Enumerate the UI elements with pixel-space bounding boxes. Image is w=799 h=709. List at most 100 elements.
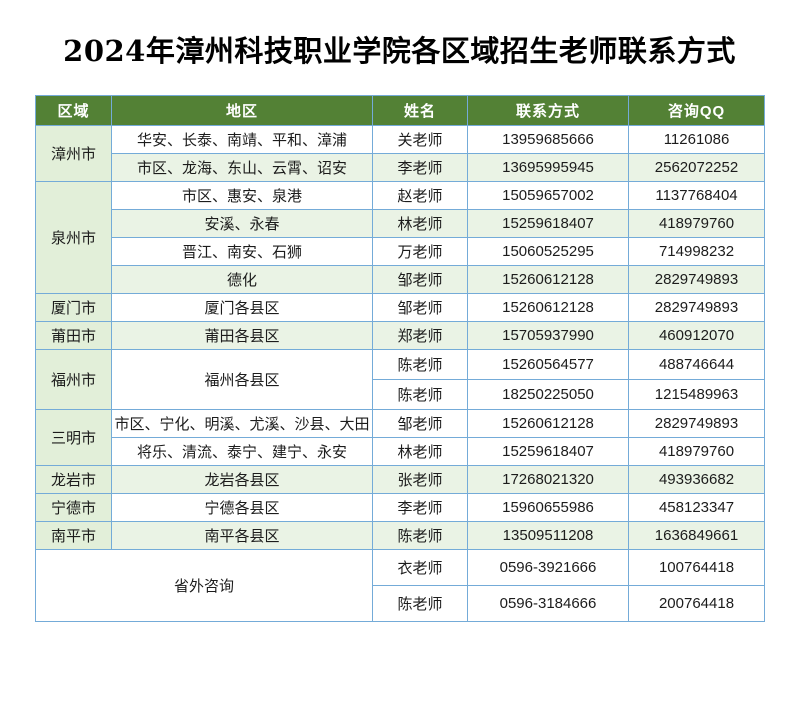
district-cell: 市区、龙海、东山、云霄、诏安 [111,153,373,183]
phone-cell: 15259618407 [467,437,629,467]
phone-cell: 15260612128 [467,265,629,295]
teacher-name-cell: 关老师 [372,125,468,155]
teacher-name-cell: 万老师 [372,237,468,267]
teacher-name-cell: 赵老师 [372,181,468,211]
table-row: 宁德市 宁德各县区 李老师 15960655986 458123347 [35,493,765,523]
district-cell: 将乐、清流、泰宁、建宁、永安 [111,437,373,467]
phone-cell: 13509511208 [467,521,629,551]
district-cell: 市区、宁化、明溪、尤溪、沙县、大田 [111,409,373,439]
district-cell: 龙岩各县区 [111,465,373,495]
teacher-name-cell: 邹老师 [372,293,468,323]
header-qq: 咨询QQ [628,95,765,127]
region-cell: 龙岩市 [35,465,112,495]
qq-cell: 1137768404 [628,181,765,211]
phone-cell: 15260612128 [467,409,629,439]
table-row: 莆田市 莆田各县区 郑老师 15705937990 460912070 [35,321,765,351]
region-cell: 宁德市 [35,493,112,523]
header-district: 地区 [111,95,373,127]
qq-cell: 460912070 [628,321,765,351]
region-cell: 漳州市 [35,125,112,183]
table-row: 陈老师 0596-3184666 200764418 [36,585,765,623]
header-contact: 联系方式 [467,95,629,127]
region-cell: 泉州市 [35,181,112,295]
table-row: 陈老师 18250225050 1215489963 [36,379,765,411]
district-cell: 华安、长泰、南靖、平和、漳浦 [111,125,373,155]
table-row: 安溪、永春 林老师 15259618407 418979760 [36,209,765,239]
qq-cell: 200764418 [628,585,765,623]
phone-cell: 15259618407 [467,209,629,239]
phone-cell: 15260612128 [467,293,629,323]
qq-cell: 1636849661 [628,521,765,551]
out-of-province-cell: 省外咨询 [35,549,373,623]
district-cell: 安溪、永春 [111,209,373,239]
qq-cell: 714998232 [628,237,765,267]
district-cell: 南平各县区 [111,521,373,551]
header-region: 区域 [35,95,112,127]
qq-cell: 2829749893 [628,293,765,323]
phone-cell: 15705937990 [467,321,629,351]
phone-cell: 13959685666 [467,125,629,155]
teacher-name-cell: 邹老师 [372,265,468,295]
teacher-name-cell: 林老师 [372,437,468,467]
phone-cell: 15260564577 [467,349,629,381]
teacher-name-cell: 陈老师 [372,379,468,411]
qq-cell: 1215489963 [628,379,765,411]
table-row: 晋江、南安、石狮 万老师 15060525295 714998232 [36,237,765,267]
teacher-name-cell: 李老师 [372,493,468,523]
table-row: 将乐、清流、泰宁、建宁、永安 林老师 15259618407 418979760 [36,437,765,467]
district-cell: 德化 [111,265,373,295]
region-cell: 南平市 [35,521,112,551]
district-cell: 晋江、南安、石狮 [111,237,373,267]
phone-cell: 15060525295 [467,237,629,267]
page-title: 2024年漳州科技职业学院各区域招生老师联系方式 [63,34,736,68]
phone-cell: 15960655986 [467,493,629,523]
teacher-name-cell: 陈老师 [372,585,468,623]
phone-cell: 0596-3921666 [467,549,629,587]
header-row: 区域 地区 姓名 联系方式 咨询QQ [35,95,765,127]
qq-cell: 488746644 [628,349,765,381]
teacher-name-cell: 郑老师 [372,321,468,351]
region-cell: 福州市 [35,349,112,411]
teacher-name-cell: 邹老师 [372,409,468,439]
phone-cell: 18250225050 [467,379,629,411]
phone-cell: 13695995945 [467,153,629,183]
region-cell: 莆田市 [35,321,112,351]
region-cell: 厦门市 [35,293,112,323]
teacher-name-cell: 林老师 [372,209,468,239]
qq-cell: 100764418 [628,549,765,587]
district-cell: 宁德各县区 [111,493,373,523]
teacher-name-cell: 李老师 [372,153,468,183]
district-cell: 莆田各县区 [111,321,373,351]
teacher-name-cell: 衣老师 [372,549,468,587]
qq-cell: 11261086 [628,125,765,155]
table-row: 龙岩市 龙岩各县区 张老师 17268021320 493936682 [35,465,765,495]
qq-cell: 418979760 [628,437,765,467]
qq-cell: 2829749893 [628,409,765,439]
phone-cell: 0596-3184666 [467,585,629,623]
table-row: 泉州市 市区、惠安、泉港 赵老师 15059657002 1137768404 [35,181,765,295]
header-name: 姓名 [372,95,468,127]
table-row: 市区、龙海、东山、云霄、诏安 李老师 13695995945 256207225… [36,153,765,183]
qq-cell: 458123347 [628,493,765,523]
teacher-name-cell: 陈老师 [372,521,468,551]
qq-cell: 418979760 [628,209,765,239]
qq-cell: 2829749893 [628,265,765,295]
table-row: 厦门市 厦门各县区 邹老师 15260612128 2829749893 [35,293,765,323]
region-cell: 三明市 [35,409,112,467]
district-cell: 福州各县区 [111,349,373,411]
table-row: 省外咨询 衣老师 0596-3921666 100764418 [35,549,765,623]
district-cell: 市区、惠安、泉港 [111,181,373,211]
table-row: 南平市 南平各县区 陈老师 13509511208 1636849661 [35,521,765,551]
table-row: 福州市 福州各县区 陈老师 15260564577 488746644 [35,349,765,411]
table-row: 三明市 市区、宁化、明溪、尤溪、沙县、大田 邹老师 15260612128 28… [35,409,765,467]
teacher-name-cell: 张老师 [372,465,468,495]
phone-cell: 15059657002 [467,181,629,211]
contact-table: 区域 地区 姓名 联系方式 咨询QQ 漳州市 华安、长泰、南靖、平和、漳浦 关老… [35,95,765,623]
qq-cell: 2562072252 [628,153,765,183]
teacher-name-cell: 陈老师 [372,349,468,381]
district-cell: 厦门各县区 [111,293,373,323]
table-row: 漳州市 华安、长泰、南靖、平和、漳浦 关老师 13959685666 11261… [35,125,765,183]
table-row: 德化 邹老师 15260612128 2829749893 [36,265,765,295]
phone-cell: 17268021320 [467,465,629,495]
qq-cell: 493936682 [628,465,765,495]
